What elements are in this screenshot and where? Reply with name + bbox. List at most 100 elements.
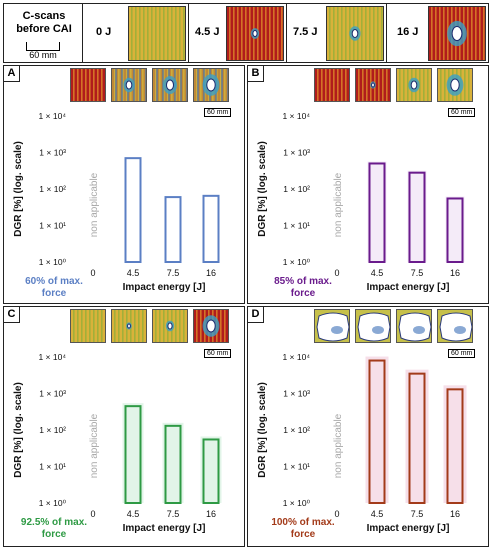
y-tick-label: 1 × 10² xyxy=(283,425,310,435)
x-tick-label: 0 xyxy=(90,509,95,519)
non-applicable-label: non applicable xyxy=(89,413,100,478)
force-label: 92.5% of max. force xyxy=(21,517,87,540)
cscan-thumbnail xyxy=(111,309,147,343)
energy-label-16: 16 J xyxy=(397,26,419,38)
cscan-thumbnail xyxy=(70,309,106,343)
thumbnail-scale-bar: 60 mm xyxy=(448,108,476,117)
x-tick-label: 7.5 xyxy=(411,509,424,519)
cscan-image-16J xyxy=(428,6,486,61)
bar-highlight xyxy=(122,403,144,503)
bar-4-5 xyxy=(124,405,142,504)
bar-4-5 xyxy=(368,162,386,263)
y-tick-label: 1 × 10⁴ xyxy=(282,111,310,121)
divider xyxy=(82,4,83,62)
divider xyxy=(286,4,287,62)
x-tick-label: 7.5 xyxy=(167,509,180,519)
panel-a: A 60 mm 1 × 10⁰ 1 × 10¹ 1 × 10² 1 × 10³ 1 × 1… xyxy=(3,65,245,304)
y-tick-label: 1 × 10⁰ xyxy=(283,257,311,267)
force-label: 85% of max. force xyxy=(274,276,332,299)
x-tick-label: 16 xyxy=(206,509,216,519)
cscan-thumbnail xyxy=(193,68,229,102)
bar-highlight xyxy=(445,196,465,262)
cscan-thumbnail xyxy=(152,68,188,102)
bar-16 xyxy=(446,388,464,504)
bar-4-5 xyxy=(368,359,386,504)
y-tick-label: 1 × 10¹ xyxy=(39,462,66,472)
bar-highlight xyxy=(365,356,389,503)
bar-highlight xyxy=(200,436,222,503)
energy-label-7-5: 7.5 J xyxy=(293,26,318,38)
bar-16 xyxy=(202,194,220,263)
non-applicable-label: non applicable xyxy=(89,172,100,237)
x-tick-label: 0 xyxy=(334,509,339,519)
divider xyxy=(386,4,387,62)
panel-letter: D xyxy=(248,307,264,323)
y-tick-label: 1 × 10⁴ xyxy=(282,352,310,362)
bar-16 xyxy=(446,197,464,263)
panel-letter: C xyxy=(4,307,20,323)
cscan-thumbnail xyxy=(355,68,391,102)
energy-label-4-5: 4.5 J xyxy=(195,26,220,38)
bar-highlight xyxy=(405,369,429,503)
cscan-image-4-5J xyxy=(226,6,284,61)
cscan-header-title: C-scans before CAI xyxy=(16,10,72,35)
force-label: 60% of max. force xyxy=(25,276,83,299)
scale-bar xyxy=(26,42,60,51)
cscan-thumbnail xyxy=(396,309,432,343)
dgr-bar-chart: 1 × 10⁰ 1 × 10¹ 1 × 10² 1 × 10³ 1 × 10⁴ DGR [… xyxy=(13,111,220,299)
non-applicable-label: non applicable xyxy=(333,172,344,237)
bar-7-5 xyxy=(164,424,182,504)
x-tick-label: 0 xyxy=(90,268,95,278)
y-tick-label: 1 × 10¹ xyxy=(283,221,310,231)
x-tick-label: 4.5 xyxy=(127,509,140,519)
dgr-bar-chart: 1 × 10⁰ 1 × 10¹ 1 × 10² 1 × 10³ 1 × 10⁴ DGR [… xyxy=(13,352,222,540)
cscan-thumbnail xyxy=(437,309,473,343)
y-tick-label: 1 × 10⁴ xyxy=(38,111,66,121)
cscan-thumbnail xyxy=(70,68,106,102)
bar-7-5 xyxy=(408,171,426,263)
bar-16 xyxy=(202,438,220,504)
x-axis-label: Impact energy [J] xyxy=(367,282,450,293)
y-tick-label: 1 × 10² xyxy=(39,425,66,435)
panel-d: D 60 mm 1 × 10⁰ 1 × 10¹ 1 × 10² 1 × 10³ 1 × 1… xyxy=(247,306,489,547)
thumbnail-scale-bar: 60 mm xyxy=(204,349,232,358)
x-tick-label: 16 xyxy=(450,268,460,278)
bar-highlight xyxy=(443,385,467,503)
bar-highlight xyxy=(162,422,184,503)
thumbnail-scale-bar: 60 mm xyxy=(448,349,476,358)
divider xyxy=(188,4,189,62)
x-tick-label: 16 xyxy=(206,268,216,278)
y-tick-label: 1 × 10⁴ xyxy=(38,352,66,362)
non-applicable-label: non applicable xyxy=(333,413,344,478)
cscan-thumbnail xyxy=(437,68,473,102)
cscan-thumbnail xyxy=(396,68,432,102)
y-tick-label: 1 × 10⁰ xyxy=(283,498,311,508)
y-tick-label: 1 × 10⁰ xyxy=(39,498,67,508)
y-tick-label: 1 × 10¹ xyxy=(283,462,310,472)
bar-7-5 xyxy=(164,196,182,263)
bar-4-5 xyxy=(124,157,142,263)
y-tick-label: 1 × 10³ xyxy=(283,389,310,399)
panel-letter: B xyxy=(248,66,264,82)
y-axis-label: DGR [%] (log. scale) xyxy=(257,141,268,237)
panel-b: B 60 mm 1 × 10⁰ 1 × 10¹ 1 × 10² 1 × 10³ 1 × 1… xyxy=(247,65,489,304)
x-tick-label: 16 xyxy=(450,509,460,519)
panel-letter: A xyxy=(4,66,20,82)
x-tick-label: 7.5 xyxy=(167,268,180,278)
x-axis-label: Impact energy [J] xyxy=(123,523,206,534)
y-tick-label: 1 × 10³ xyxy=(283,148,310,158)
cscan-header-row: C-scans before CAI 60 mm 0 J 4.5 J 7.5 J… xyxy=(3,3,489,63)
x-tick-label: 4.5 xyxy=(127,268,140,278)
force-label: 100% of max. force xyxy=(271,517,335,540)
x-tick-label: 7.5 xyxy=(411,268,424,278)
y-tick-label: 1 × 10¹ xyxy=(39,221,66,231)
panel-c: C 60 mm 1 × 10⁰ 1 × 10¹ 1 × 10² 1 × 10³ 1 × 1… xyxy=(3,306,245,547)
y-tick-label: 1 × 10³ xyxy=(39,148,66,158)
y-axis-label: DGR [%] (log. scale) xyxy=(257,382,268,478)
cscan-thumbnail xyxy=(193,309,229,343)
y-tick-label: 1 × 10⁰ xyxy=(39,257,67,267)
cscan-thumbnail xyxy=(355,309,391,343)
cscan-thumbnail xyxy=(111,68,147,102)
y-tick-label: 1 × 10³ xyxy=(39,389,66,399)
thumbnail-scale-bar: 60 mm xyxy=(204,108,232,117)
